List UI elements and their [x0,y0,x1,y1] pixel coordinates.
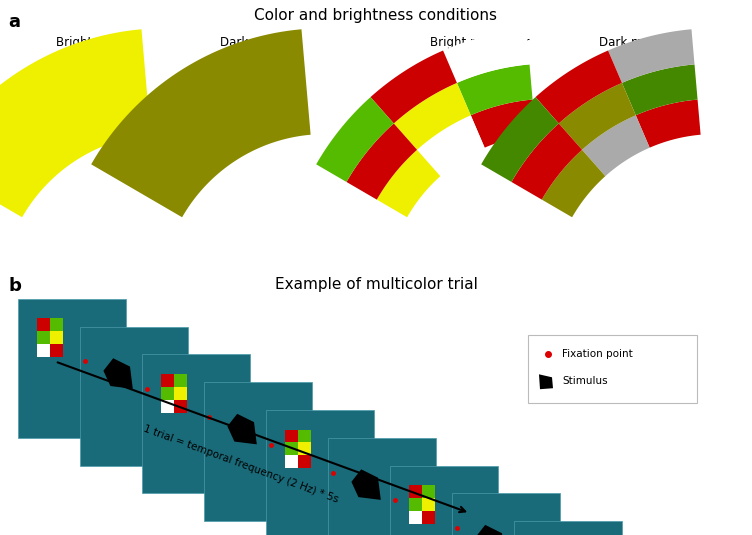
Polygon shape [417,115,484,176]
Bar [38,331,50,344]
Bar [162,400,174,412]
Bar [50,344,63,357]
Polygon shape [582,115,650,176]
Text: Stimulus: Stimulus [562,376,608,386]
Bar [409,485,423,498]
Polygon shape [0,29,150,217]
Text: Example of multicolor trial: Example of multicolor trial [274,277,478,292]
Bar [174,374,187,387]
Polygon shape [371,50,457,124]
Bar [423,485,435,498]
Bar [452,493,560,535]
Polygon shape [622,64,698,115]
Text: Fixation point: Fixation point [562,349,632,360]
Polygon shape [471,100,535,148]
Text: Bright yellow: Bright yellow [56,36,134,49]
Bar [286,430,299,442]
Bar [286,455,299,468]
Polygon shape [475,525,505,535]
Polygon shape [635,100,701,148]
Bar [390,465,498,535]
Text: Color and brightness conditions: Color and brightness conditions [254,8,498,23]
Polygon shape [227,414,256,445]
Bar [299,430,311,442]
Bar [38,318,50,331]
Text: b: b [8,277,21,295]
Polygon shape [541,150,605,217]
Text: a: a [8,13,20,31]
Bar [409,511,423,524]
Text: 1 trial = temporal frequency (2 Hz) * 5s: 1 trial = temporal frequency (2 Hz) * 5s [142,423,340,505]
Polygon shape [91,29,311,217]
Polygon shape [443,29,529,83]
Polygon shape [608,29,695,83]
Polygon shape [394,83,471,150]
Bar [162,374,174,387]
Text: Dark multicolor: Dark multicolor [599,36,691,49]
Polygon shape [104,358,133,389]
Bar [423,511,435,524]
Polygon shape [559,83,635,150]
Bar [266,410,374,535]
Bar [299,442,311,455]
FancyBboxPatch shape [528,335,697,403]
Bar [174,387,187,400]
Bar [174,400,187,412]
Bar [80,327,188,465]
Polygon shape [539,374,553,389]
Polygon shape [481,97,559,182]
Bar [50,318,63,331]
Bar [409,498,423,511]
Polygon shape [316,97,394,182]
Bar [423,498,435,511]
Bar [162,387,174,400]
Bar [38,344,50,357]
Bar [286,442,299,455]
Polygon shape [511,124,582,200]
Bar [204,382,312,521]
Text: Dark yellow: Dark yellow [220,36,290,49]
Bar [514,521,622,535]
Polygon shape [377,150,441,217]
Bar [328,438,436,535]
Bar [50,331,63,344]
Polygon shape [351,469,381,500]
Polygon shape [535,50,622,124]
Bar [299,455,311,468]
Text: Bright multicolor: Bright multicolor [430,36,529,49]
Bar [142,355,250,493]
Polygon shape [347,124,417,200]
Bar [18,299,126,438]
Polygon shape [457,64,532,115]
